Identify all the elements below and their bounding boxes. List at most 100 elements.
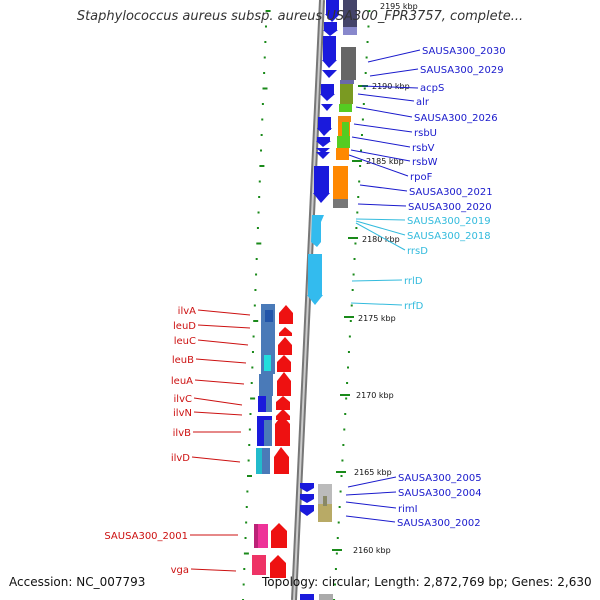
tick-dot [258, 196, 261, 198]
gene-label: SAUSA300_2019 [407, 216, 491, 227]
gene-label: SAUSA300_2029 [420, 65, 504, 76]
gene-label: leuC [174, 336, 196, 347]
tick-dot [242, 583, 245, 586]
left-red-arrows [270, 305, 293, 578]
tick-dot [350, 304, 353, 307]
tick-dot [264, 25, 267, 28]
gene-label: rimI [398, 504, 418, 515]
gene-label: ilvA [178, 306, 196, 317]
kbp-label: 2170 kbp [356, 391, 394, 400]
tick-dot [259, 165, 265, 167]
cog-bar [333, 199, 348, 208]
tick-marks [242, 10, 371, 600]
tick-dot [334, 568, 337, 570]
tick-dot [247, 459, 250, 462]
right-cds-arrows [313, 0, 340, 203]
tick-dot [260, 149, 263, 152]
tick-dot [258, 180, 261, 183]
tick-dot [343, 428, 346, 431]
tick-dot [351, 289, 354, 291]
gene-label: SAUSA300_2001 [104, 531, 188, 542]
gene-label: SAUSA300_2005 [398, 473, 482, 484]
tick-dot [247, 475, 252, 477]
tick-dot [256, 227, 259, 229]
tick-dot [261, 103, 264, 105]
cog-bar [333, 166, 348, 201]
kbp-label: 2175 kbp [358, 314, 396, 323]
tick-dot [251, 351, 254, 353]
tick-dot [352, 273, 355, 276]
tick-dot [265, 10, 271, 12]
tick-dot [335, 552, 338, 555]
tick-dot [359, 165, 362, 167]
cog-bar [340, 80, 354, 84]
kbp-label: 2185 kbp [366, 157, 404, 166]
gene-label: vga [171, 565, 189, 576]
tick-dot [253, 304, 256, 307]
tick-dot [244, 537, 247, 539]
tick-dot [368, 10, 371, 12]
tick-dot [362, 103, 365, 105]
tick-dot [339, 490, 342, 493]
genome-backbone-inner [293, 0, 323, 600]
tick-dot [361, 118, 364, 121]
tick-dot [248, 428, 251, 431]
tick-dot [257, 211, 260, 214]
gene-label: rsbW [412, 157, 438, 168]
gene-label: rrsD [407, 246, 428, 257]
cog-bar [339, 104, 352, 112]
pink-block [252, 555, 266, 575]
gene-label: ilvD [171, 453, 190, 464]
tick-dot [364, 72, 367, 74]
tick-dot [243, 552, 249, 555]
tick-dot [255, 258, 258, 260]
cog-bar [340, 84, 353, 104]
gene-label: rrfD [404, 301, 424, 312]
kbp-label: 2160 kbp [353, 546, 391, 555]
gene-label: leuA [171, 376, 193, 387]
tick-dot [245, 521, 248, 524]
tick-dot [246, 490, 249, 493]
tick-dot [344, 413, 347, 415]
tick-dot [263, 56, 266, 59]
gene-label: SAUSA300_2026 [414, 113, 498, 124]
tick-dot [363, 87, 366, 90]
tick-dot [360, 134, 363, 136]
kbp-label: 2165 kbp [354, 468, 392, 477]
cog-bar [338, 116, 351, 122]
gene-label: ilvC [174, 394, 192, 405]
top-gene-bar [343, 27, 357, 35]
tick-dot [255, 273, 258, 276]
left-gene-labels: ilvA leuD leuC leuB leuA ilvC ilvN ilvB … [104, 306, 251, 576]
tick-dot [340, 475, 343, 477]
tick-dot [248, 444, 251, 446]
gene-label: rpoF [410, 172, 433, 183]
tick-dot [256, 242, 262, 245]
tick-dot [251, 366, 254, 369]
tick-dot [336, 537, 339, 539]
tick-dot [338, 506, 341, 508]
tick-dot [355, 227, 358, 229]
tick-dot [357, 196, 360, 198]
tick-dot [360, 149, 363, 152]
cog-bar [336, 148, 349, 160]
tick-dot [264, 41, 267, 43]
tick-dot [250, 382, 253, 384]
right-gene-labels: SAUSA300_2030 SAUSA300_2029 acpS alr SAU… [345, 46, 506, 529]
tick-dot [366, 41, 369, 43]
gene-label: rsbV [412, 143, 435, 154]
tick-dot [347, 366, 350, 369]
gene-label: ilvB [173, 428, 191, 439]
gene-label: alr [416, 97, 430, 108]
tick-dot [348, 335, 351, 338]
tick-dot [333, 583, 336, 586]
tick-dot [263, 72, 266, 74]
map-title: Staphylococcus aureus subsp. aureus USA3… [76, 9, 524, 24]
tick-dot [253, 320, 259, 322]
tick-dot [254, 289, 257, 291]
gene-label: leuB [172, 355, 194, 366]
tick-dot [337, 521, 340, 524]
tick-dot [260, 134, 263, 136]
tick-dot [262, 87, 268, 90]
